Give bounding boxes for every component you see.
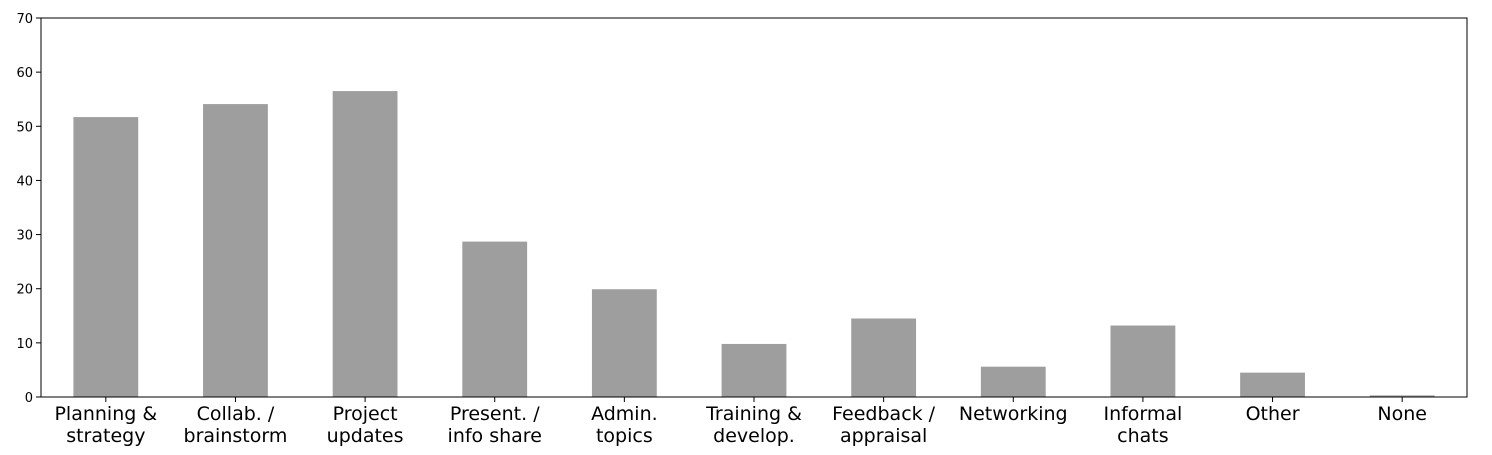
x-tick-label: None: [1377, 403, 1427, 425]
x-tick-label: Planning & strategy: [54, 403, 157, 447]
bar-9: [1240, 372, 1305, 397]
x-tick-label: Informal chats: [1103, 403, 1182, 447]
x-tick-label-line: None: [1377, 403, 1427, 425]
x-tick-label-line: Feedback /: [832, 403, 936, 425]
x-tick-label-line: brainstorm: [184, 425, 288, 447]
x-tick-label-line: strategy: [66, 425, 145, 447]
bar-3: [462, 241, 528, 397]
y-tick-label: 10: [16, 337, 33, 352]
x-tick-label-line: Other: [1246, 403, 1300, 425]
bar-0: [73, 117, 139, 398]
y-tick-label: 0: [25, 391, 33, 406]
x-tick-label: Other: [1246, 403, 1300, 425]
x-tick-label: Present. / info share: [448, 403, 542, 447]
y-tick-label: 60: [16, 66, 33, 81]
x-tick-label: Admin. topics: [591, 403, 658, 447]
x-tick-label-line: updates: [327, 425, 404, 447]
plot-frame: [40, 17, 1468, 398]
x-tick-label-line: topics: [596, 425, 653, 447]
x-tick-label-line: Present. /: [450, 403, 540, 425]
y-axis: 0 10 20 30 40 50 60 70: [16, 12, 41, 406]
bar-10: [1369, 395, 1435, 397]
x-tick-label-line: Admin.: [591, 403, 658, 425]
y-tick-label: 20: [16, 283, 33, 298]
x-tick-label: Training & develop.: [705, 403, 802, 447]
x-tick-label: Project updates: [327, 403, 404, 447]
bar-7: [980, 366, 1046, 397]
x-tick-label-line: develop.: [713, 425, 795, 447]
x-tick-label: Feedback / appraisal: [832, 403, 936, 447]
x-tick-label-line: Collab. /: [197, 403, 275, 425]
bar-6: [851, 318, 917, 397]
y-tick-label: 40: [16, 174, 33, 189]
x-tick-label-line: Project: [333, 403, 398, 425]
y-tick-label: 30: [16, 229, 33, 244]
x-tick-label-line: Networking: [959, 403, 1068, 425]
x-tick-label-line: info share: [448, 425, 542, 447]
x-tick-label: Networking: [959, 403, 1068, 425]
x-tick-label-line: Informal: [1103, 403, 1182, 425]
x-tick-label-line: appraisal: [840, 425, 927, 447]
bar-8: [1110, 325, 1176, 397]
x-tick-label-line: Planning &: [54, 403, 157, 425]
bar-4: [591, 289, 657, 397]
bars-group: [73, 91, 1435, 398]
bar-2: [332, 91, 398, 397]
bar-1: [203, 104, 268, 397]
bar-5: [721, 343, 787, 397]
x-tick-label: Collab. / brainstorm: [184, 403, 288, 447]
x-axis: Planning & strategy Collab. / brainstorm Pro…: [54, 397, 1427, 447]
y-tick-label: 50: [16, 120, 33, 135]
x-tick-label-line: Training &: [705, 403, 802, 425]
x-tick-label-line: chats: [1117, 425, 1168, 447]
y-tick-label: 70: [16, 12, 33, 27]
